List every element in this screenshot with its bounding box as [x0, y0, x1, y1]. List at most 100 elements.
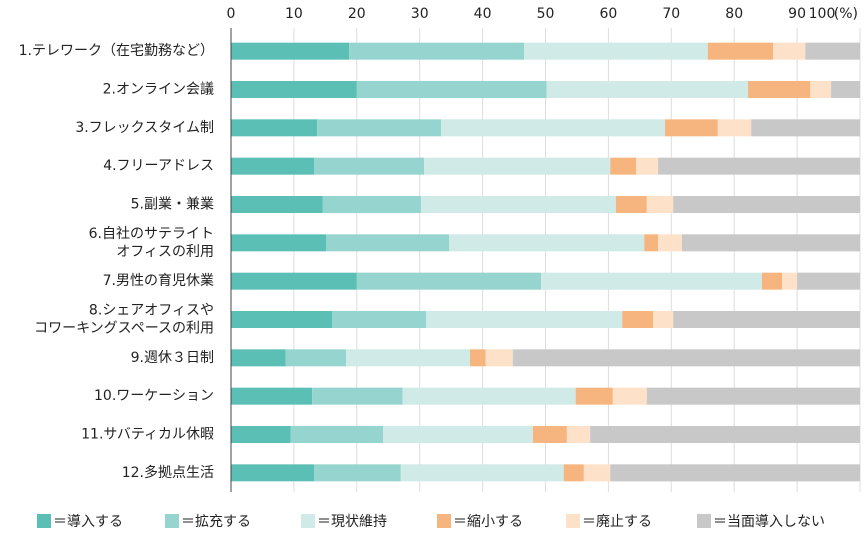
bar-segment	[797, 272, 860, 290]
bar-segment	[425, 311, 623, 328]
bar-segment	[546, 81, 749, 98]
bar-segment	[636, 157, 659, 175]
bar-segment	[349, 42, 525, 60]
legend-label: ＝縮小する	[453, 514, 523, 530]
bar-segment	[622, 311, 654, 328]
legend-label: ＝拡充する	[181, 514, 251, 530]
x-tick-label: 90	[788, 6, 806, 22]
bar-segment	[312, 387, 403, 405]
bar-segment	[231, 311, 333, 328]
bar-segment	[470, 349, 486, 367]
bar-segment	[290, 426, 384, 443]
label-line: 2.オンライン会議	[103, 81, 214, 98]
label-line: 7.男性の育児休業	[103, 273, 214, 289]
legend-swatch	[566, 514, 580, 528]
bar-segment	[583, 464, 611, 482]
bar-segment	[424, 157, 611, 175]
bar-segment	[707, 42, 774, 60]
bar-segment	[563, 464, 584, 482]
label-line: コワーキングスペースの利用	[34, 321, 214, 337]
bar-segment	[420, 196, 616, 213]
x-unit: (%)	[834, 6, 858, 22]
bar-segment	[748, 81, 811, 98]
bar-segment	[325, 234, 450, 252]
bar-segment	[449, 234, 645, 252]
bar-segment	[590, 426, 860, 443]
x-tick-label: 40	[474, 6, 492, 22]
legend-swatch	[301, 514, 315, 528]
bar-segment	[402, 387, 576, 405]
bar-segment	[673, 311, 860, 328]
bar-segment	[231, 196, 323, 213]
bar-segment	[285, 349, 347, 367]
label-line: 11.サバティカル休暇	[81, 427, 214, 443]
bar-segment	[658, 157, 860, 175]
x-tick-label: 60	[599, 6, 617, 22]
legend-label: ＝現状維持	[317, 514, 387, 530]
bar-segment	[673, 196, 860, 213]
label-line: 3.フレックスタイム制	[75, 120, 214, 136]
bar-segment	[332, 311, 426, 328]
legend-swatch	[697, 514, 711, 528]
x-tick-label: 30	[411, 6, 429, 22]
bar-segment	[653, 311, 674, 328]
bar-segment	[532, 426, 567, 443]
bar-segment	[512, 349, 860, 367]
legend-swatch	[165, 514, 179, 528]
bar-segment	[441, 119, 666, 137]
y-tick-label: 11.サバティカル休暇	[81, 427, 214, 443]
x-tick-label: 0	[227, 6, 236, 22]
bar-segment	[231, 426, 291, 443]
x-tick-label: 100	[809, 6, 836, 22]
bar-segment	[231, 157, 315, 175]
legend-swatch	[37, 514, 51, 528]
bar-segment	[231, 119, 318, 137]
y-tick-label: 1.テレワーク（在宅勤務など）	[19, 43, 214, 59]
x-tick-label: 20	[348, 6, 366, 22]
label-line: 6.自社のサテライト	[89, 226, 214, 242]
y-tick-label: 6.自社のサテライトオフィスの利用	[89, 226, 214, 260]
bar-segment	[322, 196, 421, 213]
bar-segment	[773, 42, 806, 60]
bar-segment	[566, 426, 591, 443]
bar-segment	[810, 81, 832, 98]
bar-segment	[314, 464, 401, 482]
bar-segment	[231, 272, 357, 290]
legend-label: ＝導入する	[53, 514, 123, 530]
y-tick-label: 7.男性の育児休業	[103, 273, 214, 289]
bar-segment	[356, 272, 542, 290]
x-tick-label: 80	[725, 6, 743, 22]
bar-segment	[658, 234, 682, 252]
y-tick-label: 10.ワーケーション	[94, 388, 214, 404]
label-line: オフィスの利用	[116, 244, 214, 260]
y-tick-label: 9.週休３日制	[131, 350, 214, 366]
bar-segment	[231, 234, 326, 252]
label-line: 1.テレワーク（在宅勤務など）	[19, 43, 214, 59]
y-tick-label: 8.シェアオフィスやコワーキングスペースの利用	[34, 303, 214, 337]
legend-label: ＝当面導入しない	[713, 514, 825, 530]
bar-segment	[346, 349, 471, 367]
bar-segment	[231, 464, 315, 482]
bar-segment	[485, 349, 513, 367]
bar-segment	[646, 387, 860, 405]
legend-label: ＝廃止する	[582, 513, 652, 530]
x-tick-label: 70	[662, 6, 680, 22]
bar-segment	[761, 272, 783, 290]
bar-segment	[717, 119, 752, 137]
bar-segment	[612, 387, 647, 405]
bar-segment	[314, 157, 425, 175]
y-tick-label: 2.オンライン会議	[103, 81, 214, 98]
bar-segment	[644, 234, 659, 252]
bar-segment	[805, 42, 860, 60]
bar-segment	[231, 349, 286, 367]
bar-segment	[231, 81, 357, 98]
label-line: 12.多拠点生活	[122, 464, 214, 481]
y-tick-label: 4.フリーアドレス	[103, 158, 214, 174]
bar-segment	[610, 157, 637, 175]
label-line: 8.シェアオフィスや	[89, 303, 214, 319]
bar-segment	[646, 196, 674, 213]
label-line: 9.週休３日制	[131, 350, 214, 366]
bar-segment	[665, 119, 718, 137]
bar-segment	[541, 272, 762, 290]
